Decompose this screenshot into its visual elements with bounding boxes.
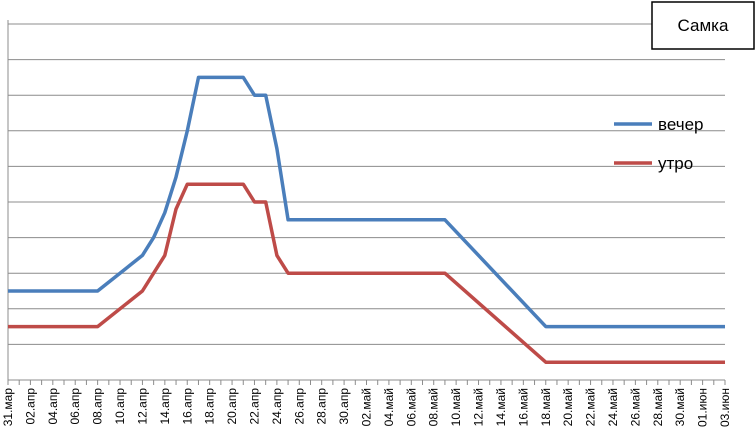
x-tick-label: 16.май [516,388,530,426]
x-tick-label: 04.апр [46,388,60,425]
legend: вечер утро [614,115,704,173]
x-axis-ticks: 31.мар 02.апр 04.апр 06.апр 08.апр 10.апр 12.а… [1,380,732,427]
x-tick-label: 26.май [628,388,642,426]
x-tick-label: 08.апр [91,388,105,425]
x-tick-label: 26.апр [292,388,306,425]
x-tick-label: 24.май [606,388,620,426]
x-tick-label: 10.апр [113,388,127,425]
legend-label: утро [658,154,693,173]
x-tick-label: 04.май [382,388,396,426]
series-line-morning [8,182,725,364]
x-tick-label: 28.апр [315,388,329,425]
series-line-evening [8,75,725,329]
x-tick-label: 02.май [360,388,374,426]
gridlines [8,23,725,345]
x-tick-label: 22.май [584,388,598,426]
chart-title-box: Самка [651,1,755,50]
x-tick-label: 16.апр [180,388,194,425]
x-tick-label: 30.май [673,388,687,426]
x-tick-label: 06.май [404,388,418,426]
legend-label: вечер [658,115,704,134]
x-tick-label: 18.май [539,388,553,426]
x-tick-label: 24.апр [270,388,284,425]
x-tick-label: 20.май [561,388,575,426]
x-tick-label: 10.май [449,388,463,426]
x-tick-label: 01.июн [696,388,710,427]
chart-title: Самка [678,16,729,35]
x-tick-label: 06.апр [68,388,82,425]
x-tick-label: 14.май [494,388,508,426]
x-tick-label: 22.апр [247,388,261,425]
x-tick-label: 14.апр [158,388,172,425]
x-tick-label: 30.апр [337,388,351,425]
series-lines [8,75,725,364]
x-tick-label: 31.мар [1,388,15,427]
x-tick-label: 28.май [651,388,665,426]
x-tick-label: 12.апр [135,388,149,425]
x-tick-label: 08.май [427,388,441,426]
x-tick-label: 18.апр [203,388,217,425]
x-tick-label: 20.апр [225,388,239,425]
x-tick-label: 02.апр [23,388,37,425]
x-tick-label: 12.май [472,388,486,426]
x-tick-label: 03.июн [718,388,732,427]
